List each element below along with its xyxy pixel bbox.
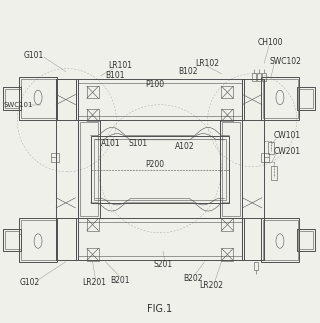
Bar bbox=[261, 153, 269, 162]
Bar bbox=[242, 218, 264, 260]
Bar bbox=[261, 218, 299, 262]
Bar bbox=[87, 86, 99, 99]
Bar bbox=[56, 218, 76, 260]
Bar bbox=[263, 79, 298, 118]
Bar bbox=[80, 122, 98, 216]
Bar bbox=[21, 220, 56, 260]
Bar bbox=[261, 77, 299, 120]
Bar bbox=[297, 87, 315, 110]
Bar bbox=[51, 153, 59, 162]
Bar bbox=[271, 166, 277, 180]
Text: LR102: LR102 bbox=[196, 59, 220, 68]
Text: G102: G102 bbox=[19, 278, 39, 287]
Bar bbox=[221, 248, 233, 261]
Bar bbox=[87, 109, 99, 121]
Text: P100: P100 bbox=[145, 79, 164, 89]
Bar bbox=[268, 142, 274, 154]
Bar bbox=[19, 77, 57, 120]
Text: S101: S101 bbox=[128, 140, 148, 149]
Text: A101: A101 bbox=[100, 140, 120, 149]
Text: S201: S201 bbox=[153, 260, 172, 269]
Bar bbox=[299, 231, 313, 249]
Bar bbox=[220, 120, 242, 218]
Text: CW201: CW201 bbox=[274, 147, 301, 156]
Bar bbox=[21, 79, 56, 118]
Bar bbox=[4, 229, 21, 251]
Bar bbox=[4, 87, 21, 110]
Text: B201: B201 bbox=[110, 276, 130, 285]
Text: P200: P200 bbox=[145, 160, 164, 169]
Bar bbox=[262, 73, 266, 81]
Text: LR101: LR101 bbox=[108, 61, 132, 70]
Text: A102: A102 bbox=[175, 141, 195, 151]
Bar bbox=[242, 79, 264, 120]
Bar bbox=[87, 248, 99, 261]
Text: LR201: LR201 bbox=[83, 278, 107, 287]
Bar bbox=[252, 73, 256, 81]
Text: B102: B102 bbox=[178, 67, 197, 76]
Bar bbox=[56, 79, 76, 120]
Bar bbox=[257, 73, 261, 81]
Text: B202: B202 bbox=[183, 274, 202, 283]
Bar bbox=[221, 86, 233, 99]
Text: B101: B101 bbox=[106, 71, 125, 80]
Bar bbox=[76, 218, 244, 260]
Bar bbox=[254, 262, 258, 270]
Bar bbox=[78, 120, 100, 218]
Text: LR202: LR202 bbox=[200, 281, 224, 290]
Bar bbox=[87, 218, 99, 231]
Bar bbox=[222, 122, 240, 216]
Bar bbox=[19, 218, 57, 262]
Text: SWC101: SWC101 bbox=[4, 102, 33, 108]
Bar bbox=[221, 218, 233, 231]
Bar bbox=[297, 229, 315, 251]
Bar bbox=[5, 89, 19, 108]
Bar bbox=[263, 220, 298, 260]
Text: CW101: CW101 bbox=[274, 131, 301, 140]
Bar bbox=[93, 139, 227, 200]
Bar bbox=[299, 89, 313, 108]
Bar bbox=[91, 136, 229, 203]
Text: SWC102: SWC102 bbox=[269, 57, 301, 66]
Bar bbox=[221, 109, 233, 121]
Text: G101: G101 bbox=[23, 51, 44, 60]
Bar bbox=[76, 79, 244, 120]
Bar bbox=[5, 231, 19, 249]
Text: CH100: CH100 bbox=[257, 38, 283, 47]
Text: FIG.1: FIG.1 bbox=[148, 304, 172, 314]
